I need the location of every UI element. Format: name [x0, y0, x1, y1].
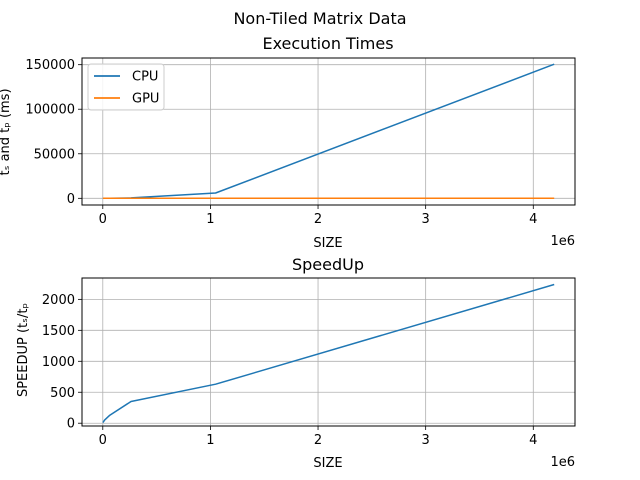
speedup-grid [82, 278, 575, 426]
execution-times-y-tick-label: 50000 [34, 147, 75, 162]
speedup-x-tick-label: 4 [529, 433, 537, 448]
speedup-x-offset: 1e6 [550, 455, 575, 470]
execution-times-x-tick-label: 4 [529, 212, 537, 227]
execution-times-x-tick-label: 1 [206, 212, 214, 227]
execution-times-y-tick-label: 150000 [25, 58, 75, 73]
speedup-x-tick-label: 1 [206, 433, 214, 448]
figure-suptitle: Non-Tiled Matrix Data [233, 9, 406, 28]
execution-times-y-ticks: 0 50000 100000 150000 [25, 58, 82, 207]
execution-times-y-tick-label: 0 [67, 192, 75, 207]
execution-times-x-tick-label: 3 [422, 212, 430, 227]
speedup-x-tick-label: 0 [99, 433, 107, 448]
speedup-title: SpeedUp [292, 255, 364, 274]
execution-times-x-tick-label: 2 [314, 212, 322, 227]
speedup-ylabel: SPEEDUP (tₛ/tₚ [16, 303, 31, 397]
speedup-series-line-0 [102, 283, 555, 424]
execution-times-legend: CPU GPU [87, 63, 165, 111]
execution-times-series-line-cpu [102, 63, 555, 200]
speedup-y-tick-label: 2000 [42, 293, 75, 308]
execution-times-series [102, 63, 555, 200]
speedup-y-tick-label: 1000 [42, 355, 75, 370]
execution-times-xlabel: SIZE [313, 236, 342, 251]
speedup-y-tick-label: 500 [50, 386, 75, 401]
speedup-series [102, 283, 555, 424]
execution-times-axes: Execution Times 0 1 2 3 4 0 50000 100000 150000… [0, 34, 576, 251]
execution-times-title: Execution Times [262, 34, 393, 53]
speedup-y-tick-label: 1500 [42, 324, 75, 339]
execution-times-y-tick-label: 100000 [25, 103, 75, 118]
execution-times-legend-label: GPU [132, 92, 159, 107]
execution-times-x-tick-label: 0 [99, 212, 107, 227]
execution-times-ylabel: tₛ and tₚ (ms) [0, 88, 13, 175]
speedup-x-tick-label: 2 [314, 433, 322, 448]
execution-times-frame [81, 57, 576, 206]
speedup-x-ticks: 0 1 2 3 4 [99, 426, 537, 448]
speedup-frame [81, 277, 576, 427]
speedup-xlabel: SIZE [313, 456, 342, 471]
execution-times-x-ticks: 0 1 2 3 4 [99, 205, 537, 227]
speedup-y-tick-label: 0 [67, 417, 75, 432]
execution-times-x-offset: 1e6 [550, 234, 575, 249]
speedup-y-ticks: 0 500 1000 1500 2000 [42, 293, 82, 432]
speedup-x-tick-label: 3 [422, 433, 430, 448]
execution-times-legend-label: CPU [132, 70, 158, 85]
